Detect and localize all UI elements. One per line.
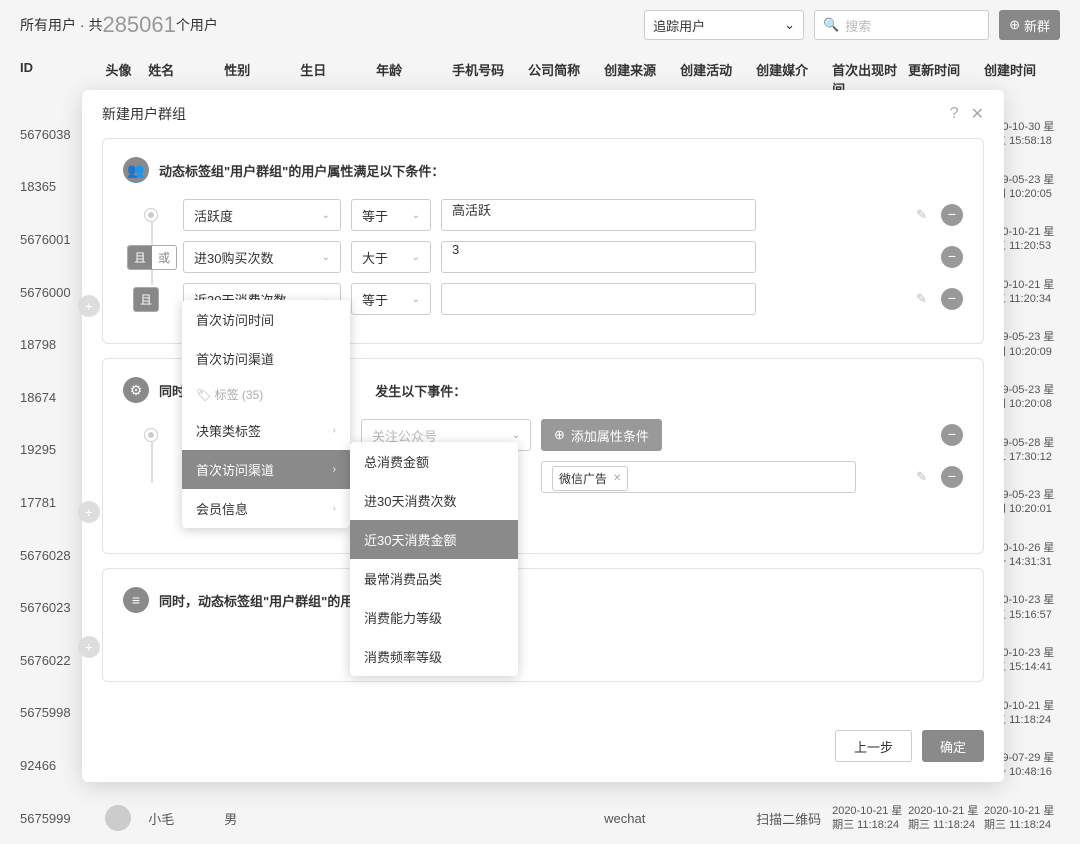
value-input[interactable]: 3 bbox=[441, 241, 756, 273]
delete-icon[interactable]: − bbox=[941, 466, 963, 488]
remove-tag-icon[interactable]: ✕ bbox=[613, 473, 621, 484]
prev-step-button[interactable]: 上一步 bbox=[835, 730, 912, 762]
dropdown-item[interactable]: 会员信息› bbox=[182, 489, 350, 528]
dropdown-item[interactable]: 消费能力等级 bbox=[350, 598, 518, 637]
additional-section: ≡ 同时，动态标签组"用户群组"的用户 + bbox=[102, 568, 984, 682]
track-user-label: 追踪用户 bbox=[653, 16, 705, 35]
condition-row: 且 或 进30购买次数⌄ 大于⌄ 3 − bbox=[183, 241, 963, 273]
attr-sub-dropdown[interactable]: 总消费金额 进30天消费次数 近30天消费金额 最常消费品类 消费能力等级 消费… bbox=[350, 442, 518, 676]
track-user-select[interactable]: 追踪用户 ⌄ bbox=[644, 10, 804, 40]
dropdown-item[interactable]: 消费频率等级 bbox=[350, 637, 518, 676]
dropdown-item[interactable]: 最常消费品类 bbox=[350, 559, 518, 598]
title-suffix: 个用户 bbox=[176, 15, 218, 35]
attr-select[interactable]: 活跃度⌄ bbox=[183, 199, 341, 231]
new-group-button[interactable]: ⊕ 新群 bbox=[999, 10, 1060, 40]
chevron-right-icon: › bbox=[333, 464, 336, 475]
list-icon: ≡ bbox=[123, 587, 149, 613]
plus-icon: ⊕ bbox=[554, 427, 565, 443]
add-attr-button[interactable]: ⊕ 添加属性条件 bbox=[541, 419, 662, 451]
add-event-button[interactable]: + bbox=[78, 501, 100, 523]
page-header: 所有用户 · 共 285061 个用户 追踪用户 ⌄ 🔍 搜索 ⊕ 新群 bbox=[0, 0, 1080, 50]
add-condition-button[interactable]: + bbox=[78, 295, 100, 317]
table-row[interactable]: 5675999小毛男wechat扫描二维码2020-10-21 星期三 11:1… bbox=[0, 792, 1080, 844]
users-icon: 👥 bbox=[123, 157, 149, 183]
user-count: 285061 bbox=[102, 12, 175, 38]
and-toggle[interactable]: 且 bbox=[133, 287, 159, 312]
add-button[interactable]: + bbox=[78, 636, 100, 658]
chevron-right-icon: › bbox=[333, 503, 336, 514]
confirm-button[interactable]: 确定 bbox=[922, 730, 984, 762]
delete-icon[interactable]: − bbox=[941, 288, 963, 310]
edit-icon[interactable]: ✎ bbox=[916, 469, 927, 485]
dropdown-item[interactable]: 决策类标签› bbox=[182, 411, 350, 450]
operator-select[interactable]: 等于⌄ bbox=[351, 283, 431, 315]
section1-title: 动态标签组"用户群组"的用户属性满足以下条件： bbox=[159, 161, 444, 180]
sliders-icon: ⚙ bbox=[123, 377, 149, 403]
search-input[interactable]: 🔍 搜索 bbox=[814, 10, 989, 40]
dropdown-item[interactable]: 首次访问渠道 bbox=[182, 339, 350, 378]
help-icon[interactable]: ? bbox=[950, 105, 959, 123]
title-prefix: 所有用户 · 共 bbox=[20, 15, 102, 35]
new-button-label: 新群 bbox=[1024, 16, 1050, 35]
close-icon[interactable]: ✕ bbox=[971, 104, 984, 124]
chevron-right-icon: › bbox=[333, 425, 336, 436]
condition-row: 活跃度⌄ 等于⌄ 高活跃 ✎ − bbox=[183, 199, 963, 231]
dropdown-item[interactable]: 近30天消费金额 bbox=[350, 520, 518, 559]
dropdown-item[interactable]: 总消费金额 bbox=[350, 442, 518, 481]
operator-select[interactable]: 等于⌄ bbox=[351, 199, 431, 231]
plus-icon: ⊕ bbox=[1009, 17, 1020, 33]
tag-chip[interactable]: 微信广告 ✕ bbox=[552, 466, 628, 491]
dropdown-category: 🏷 标签 (35) bbox=[182, 378, 350, 411]
dropdown-item[interactable]: 首次访问时间 bbox=[182, 300, 350, 339]
section3-title: 同时，动态标签组"用户群组"的用户 bbox=[159, 591, 366, 610]
dropdown-item[interactable]: 首次访问渠道› bbox=[182, 450, 350, 489]
delete-icon[interactable]: − bbox=[941, 204, 963, 226]
tag-value-box[interactable]: 微信广告 ✕ bbox=[541, 461, 856, 493]
edit-icon[interactable]: ✎ bbox=[916, 291, 927, 307]
modal-title: 新建用户群组 bbox=[102, 104, 186, 124]
edit-icon[interactable]: ✎ bbox=[916, 207, 927, 223]
search-icon: 🔍 bbox=[823, 17, 839, 33]
operator-select[interactable]: 大于⌄ bbox=[351, 241, 431, 273]
value-input[interactable] bbox=[441, 283, 756, 315]
dropdown-item[interactable]: 进30天消费次数 bbox=[350, 481, 518, 520]
value-input[interactable]: 高活跃 bbox=[441, 199, 756, 231]
delete-icon[interactable]: − bbox=[941, 246, 963, 268]
chevron-down-icon: ⌄ bbox=[784, 17, 795, 33]
section2-title-suffix: 发生以下事件： bbox=[375, 384, 466, 399]
and-or-toggle[interactable]: 且 或 bbox=[127, 245, 177, 270]
attr-dropdown[interactable]: 首次访问时间 首次访问渠道 🏷 标签 (35) 决策类标签› 首次访问渠道› 会… bbox=[182, 300, 350, 528]
search-placeholder: 搜索 bbox=[845, 16, 871, 35]
delete-icon[interactable]: − bbox=[941, 424, 963, 446]
attr-select[interactable]: 进30购买次数⌄ bbox=[183, 241, 341, 273]
